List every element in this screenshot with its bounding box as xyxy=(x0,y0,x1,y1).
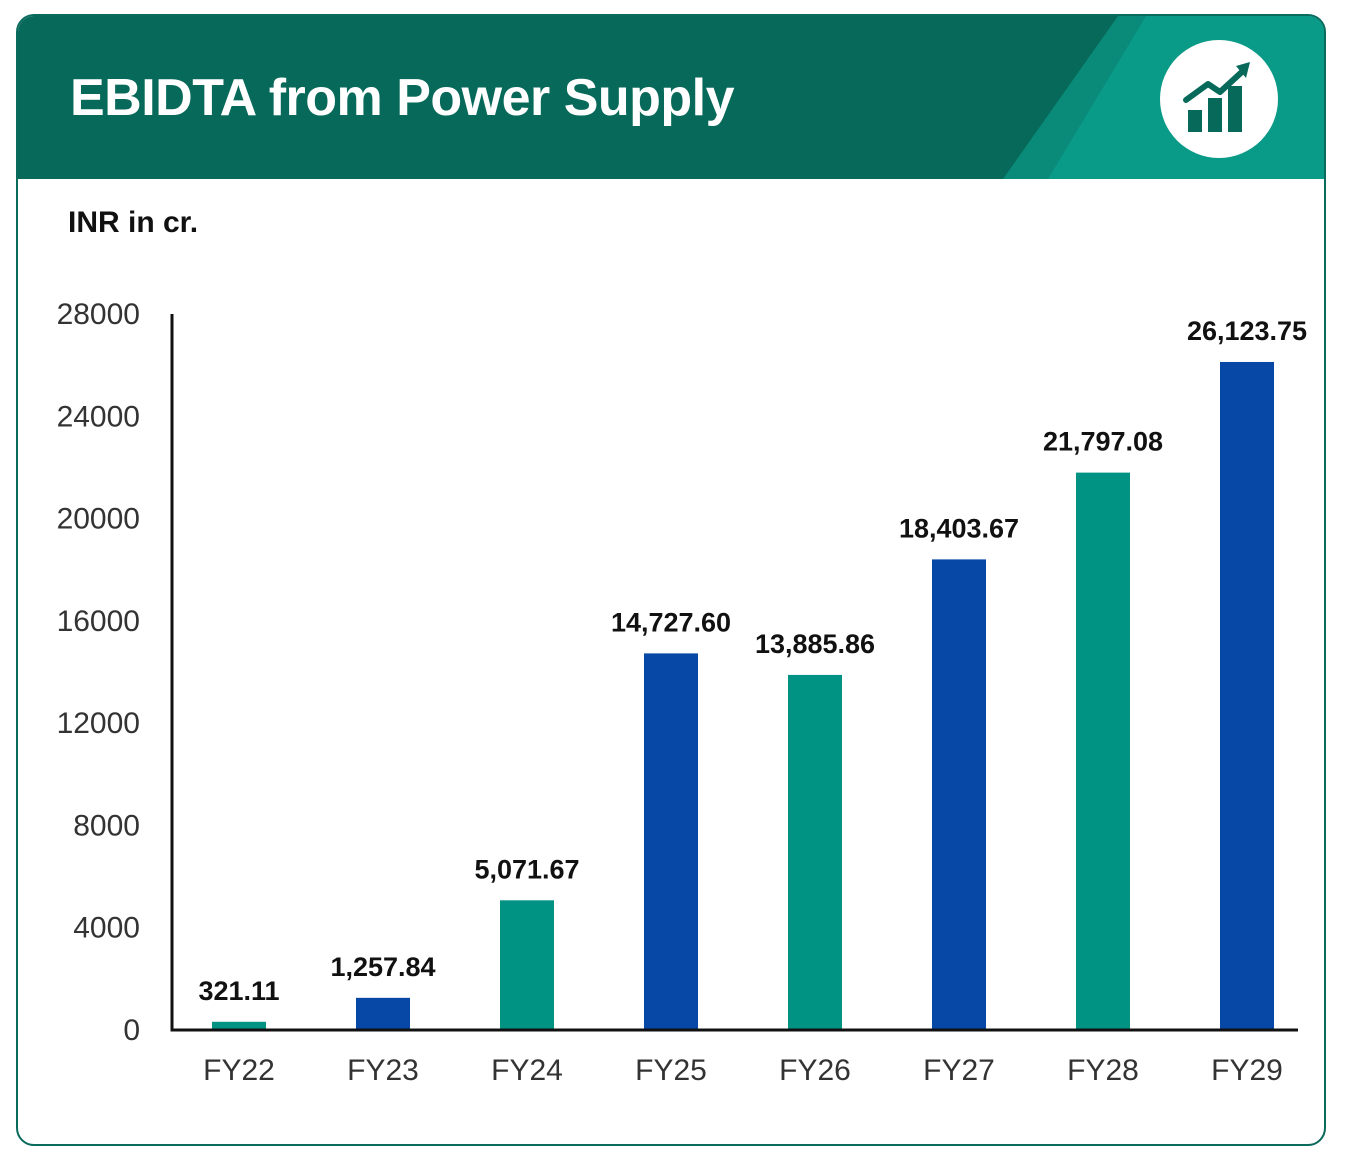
bar-fy27 xyxy=(932,559,986,1030)
data-label: 5,071.67 xyxy=(474,854,579,884)
x-tick-label: FY26 xyxy=(779,1054,851,1087)
data-label: 13,885.86 xyxy=(755,629,875,659)
x-tick-label: FY27 xyxy=(923,1054,995,1087)
y-tick-label: 20000 xyxy=(57,503,140,536)
data-label: 21,797.08 xyxy=(1043,427,1163,457)
y-tick-label: 8000 xyxy=(73,809,140,842)
x-tick-label: FY23 xyxy=(347,1054,419,1087)
bar-fy22 xyxy=(212,1021,266,1030)
x-tick-label: FY22 xyxy=(203,1054,275,1087)
y-tick-label: 12000 xyxy=(57,707,140,740)
bar-fy24 xyxy=(500,900,554,1030)
x-tick-label: FY25 xyxy=(635,1054,707,1087)
data-label: 26,123.75 xyxy=(1187,316,1307,346)
chart-card: EBIDTA from Power Supply INR in cr. 0 400… xyxy=(16,14,1326,1146)
x-tick-label: FY29 xyxy=(1211,1054,1283,1087)
y-tick-label: 24000 xyxy=(57,400,140,433)
bar-fy23 xyxy=(356,997,410,1030)
bar-fy25 xyxy=(644,653,698,1030)
growth-chart-icon xyxy=(1160,40,1278,158)
y-tick-label: 4000 xyxy=(73,912,140,945)
chart-title: EBIDTA from Power Supply xyxy=(70,69,735,127)
bar-chart: 0 4000 8000 12000 16000 20000 24000 28000 321.11… xyxy=(57,298,1308,1087)
y-tick-label: 16000 xyxy=(57,605,140,638)
y-tick-label: 28000 xyxy=(57,298,140,331)
data-label: 1,257.84 xyxy=(330,952,435,982)
y-axis-unit-label: INR in cr. xyxy=(68,206,199,239)
bar-fy28 xyxy=(1076,472,1130,1030)
bar-fy26 xyxy=(788,674,842,1030)
x-tick-label: FY24 xyxy=(491,1054,563,1087)
header-banner: EBIDTA from Power Supply xyxy=(18,16,1324,179)
y-tick-label: 0 xyxy=(123,1014,140,1047)
data-label: 321.11 xyxy=(198,976,279,1006)
data-label: 18,403.67 xyxy=(899,513,1019,543)
x-tick-label: FY28 xyxy=(1067,1054,1139,1087)
data-label: 14,727.60 xyxy=(611,607,731,637)
bar-fy29 xyxy=(1220,361,1274,1030)
